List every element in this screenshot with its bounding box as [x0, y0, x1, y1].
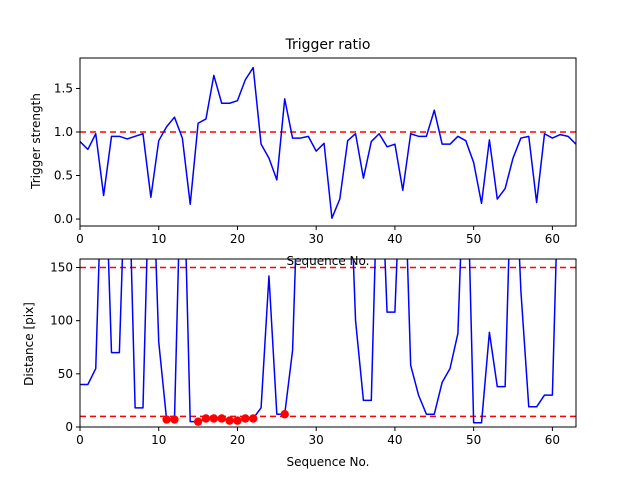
y-tick-label: 0: [65, 420, 73, 434]
x-tick-label: 20: [230, 433, 245, 447]
series-line: [80, 259, 557, 424]
data-point: [249, 414, 258, 423]
y-tick-label: 0.5: [54, 169, 73, 183]
data-point: [193, 417, 203, 426]
x-tick-label: 30: [309, 232, 324, 246]
data-point: [209, 414, 219, 423]
x-tick-label: 30: [309, 433, 324, 447]
x-tick-label: 50: [466, 433, 481, 447]
trigger-ratio-chart: 0 10 20 30 40 50 60 0.0 0.5 1.0 1.5 Sequence No. Tri…: [29, 37, 577, 268]
y-axis-label: Trigger strength: [29, 93, 43, 190]
x-tick-label: 50: [466, 232, 481, 246]
y-tick-label: 100: [50, 314, 73, 328]
x-tick-label: 20: [230, 232, 245, 246]
data-point: [201, 414, 211, 423]
y-tick-label: 1.0: [54, 125, 73, 139]
x-tick-label: 10: [151, 433, 166, 447]
x-tick-label: 40: [387, 433, 402, 447]
x-tick-label: 0: [76, 232, 84, 246]
data-point: [280, 410, 289, 419]
y-axis-label: Distance [pix]: [22, 302, 36, 386]
plot-frame: [79, 258, 577, 428]
data-point: [233, 416, 242, 425]
x-tick-label: 0: [76, 433, 84, 447]
x-axis-label: Sequence No.: [287, 455, 370, 469]
x-tick-label: 40: [387, 232, 402, 246]
y-tick-label: 50: [58, 367, 73, 381]
chart-title: Trigger ratio: [284, 37, 370, 53]
data-point: [162, 415, 171, 424]
data-point: [170, 415, 179, 424]
series-line: [80, 66, 576, 219]
data-point: [241, 414, 250, 423]
x-tick-label: 10: [151, 232, 166, 246]
data-point: [225, 416, 234, 425]
y-tick-label: 1.5: [54, 81, 73, 95]
plot-frame: [79, 57, 577, 227]
data-point: [217, 414, 226, 423]
y-tick-label: 0.0: [54, 212, 73, 226]
x-tick-label: 60: [545, 433, 560, 447]
y-tick-label: 150: [50, 261, 73, 275]
x-tick-label: 60: [545, 232, 560, 246]
x-axis-label: Sequence No.: [287, 254, 370, 268]
distance-chart: 0 10 20 30 40 50 60 0 50 100 150 Sequence No. Distan…: [22, 258, 577, 469]
